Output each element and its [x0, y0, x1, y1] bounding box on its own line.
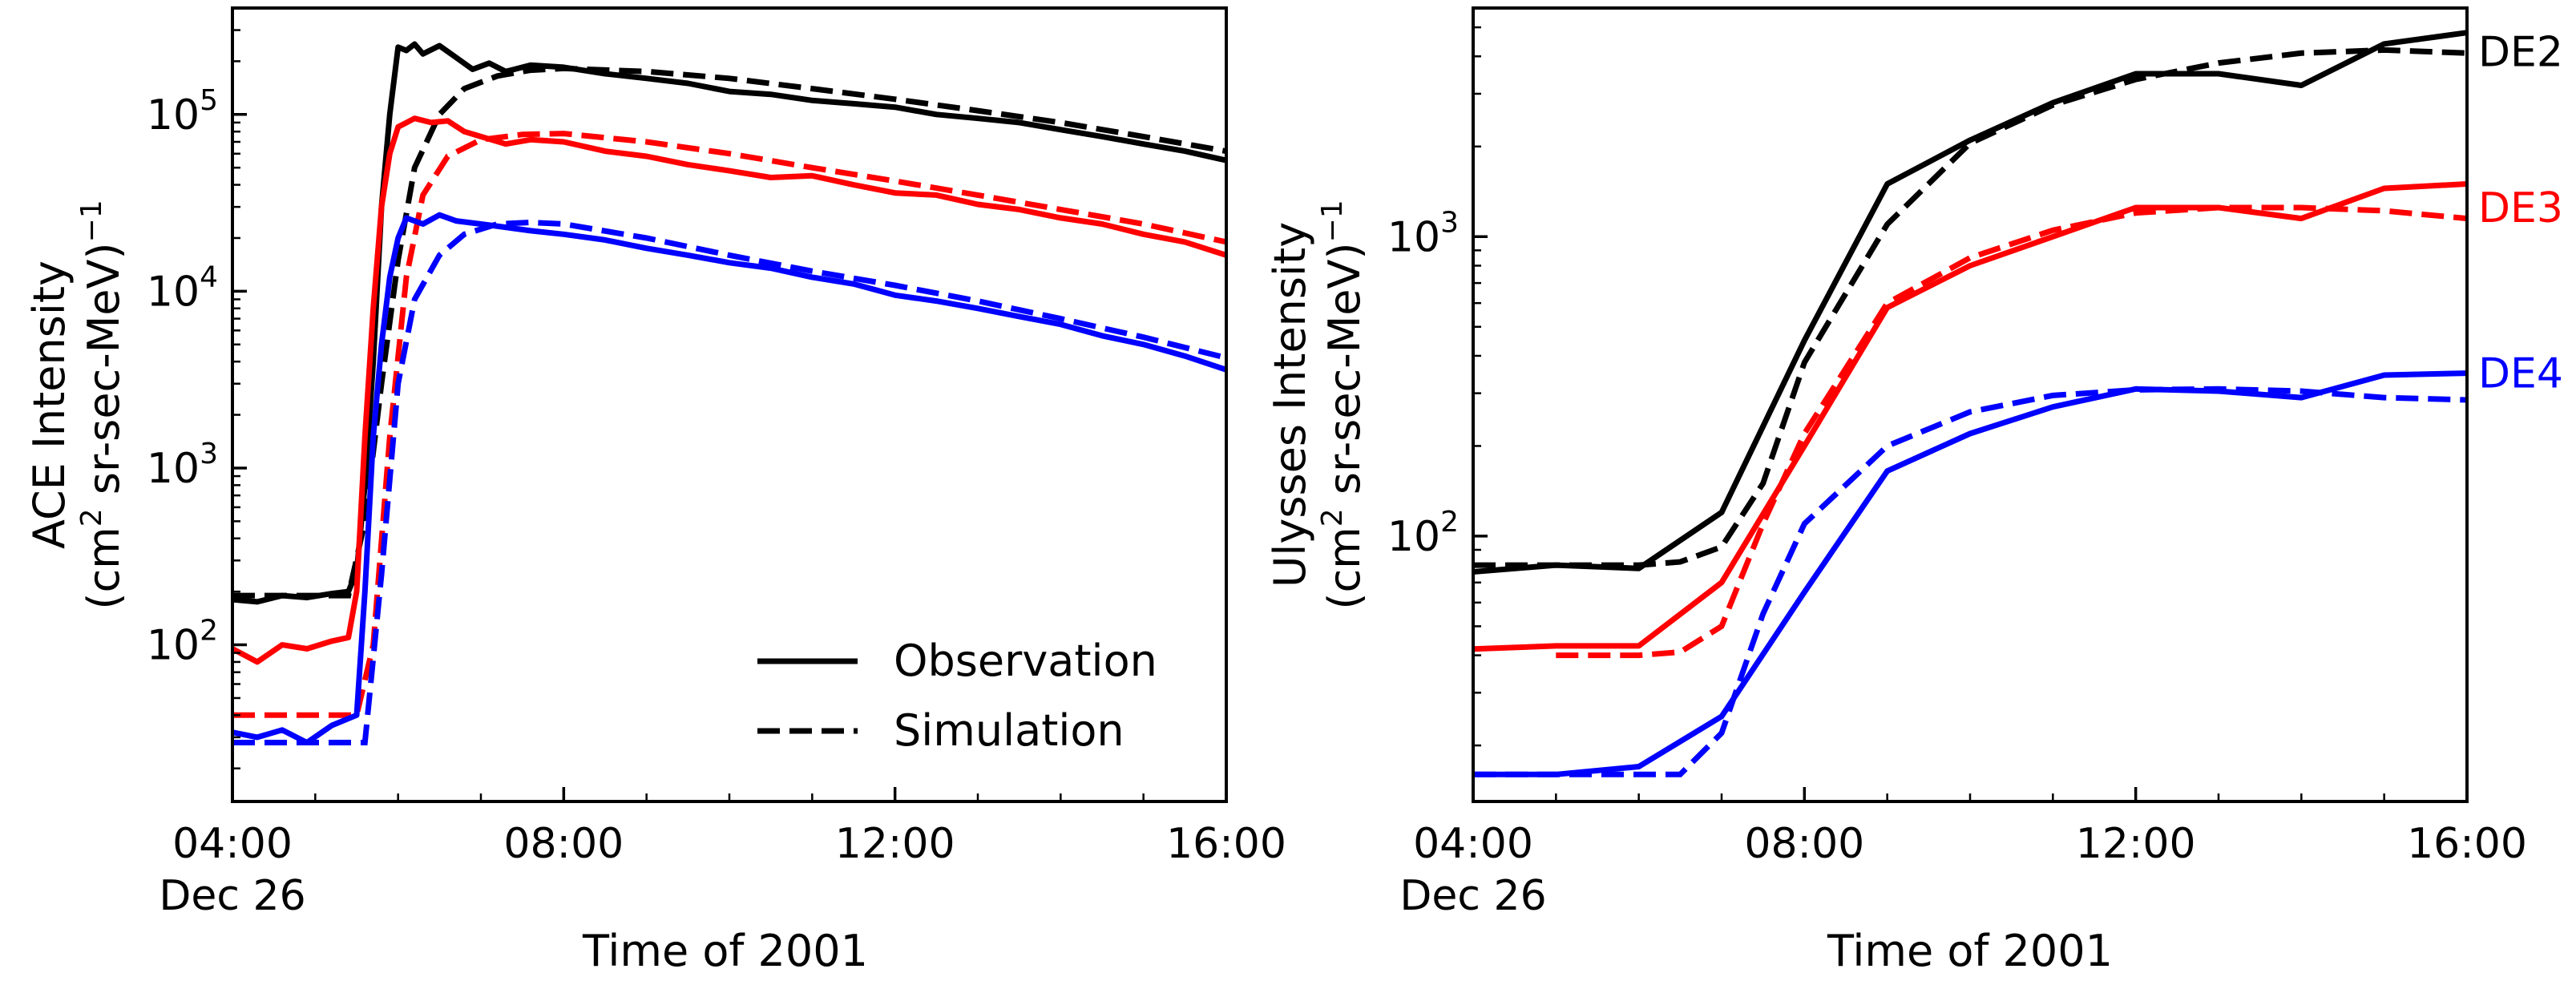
left-x-tick-label: 08:00	[503, 820, 624, 868]
channel-labels: DE2 DE3 DE4	[2478, 28, 2563, 398]
left-y-tick-label: 103	[147, 438, 218, 493]
right-y-axis-label-line1: Ulysses Intensity	[1265, 222, 1315, 587]
left-y-axis-label-line1: ACE Intensity	[24, 260, 75, 549]
right-x-tick-sublabel: Dec 26	[1399, 872, 1546, 920]
right-x-tick-label: 12:00	[2076, 820, 2196, 868]
channel-label-de4: DE4	[2478, 350, 2563, 398]
right-series-de4-simulation	[1473, 386, 2468, 777]
channel-label-de3: DE3	[2478, 184, 2563, 232]
right-series-de3-simulation	[1556, 204, 2468, 659]
left-y-tick-label: 105	[147, 84, 218, 139]
left-series-layer	[231, 41, 1228, 745]
channel-label-de2: DE2	[2478, 28, 2563, 76]
left-x-tick-label: 12:00	[835, 820, 955, 868]
right-x-tick-label: 16:00	[2407, 820, 2527, 868]
left-y-tick-label: 102	[147, 615, 218, 670]
right-y-axis-label-line2: (cm2 sr-sec-MeV)−1	[1316, 200, 1370, 609]
right-series-de2-simulation	[1473, 46, 2468, 568]
right-series-de2-observation	[1472, 30, 2468, 575]
left-series-de3-observation	[231, 115, 1228, 665]
right-series-layer	[1472, 30, 2468, 777]
left-y-tick-label: 104	[147, 260, 218, 316]
right-y-tick-label: 102	[1387, 506, 1459, 561]
right-y-ticks: 102 103	[1387, 26, 1488, 747]
legend-simulation-label: Simulation	[894, 705, 1124, 756]
legend-observation-label: Observation	[894, 636, 1157, 686]
legend: Observation Simulation	[757, 636, 1157, 756]
right-x-tick-label: 08:00	[1744, 820, 1864, 868]
right-series-de4-observation	[1473, 370, 2468, 777]
right-x-tick-label: 04:00	[1413, 820, 1533, 868]
left-x-axis-label: Time of 2001	[582, 926, 868, 976]
left-series-de4-observation	[232, 212, 1228, 745]
right-y-tick-label: 103	[1387, 206, 1459, 261]
right-axes-frame	[1472, 6, 2469, 803]
left-x-tick-label: 16:00	[1166, 820, 1286, 868]
right-x-axis-label: Time of 2001	[1827, 926, 2113, 976]
left-y-ticks: 102 103 104 105	[147, 6, 247, 769]
left-series-de4-simulation	[232, 219, 1227, 745]
right-series-de3-observation	[1472, 181, 2468, 652]
left-x-tick-label: 04:00	[172, 820, 293, 868]
left-x-tick-sublabel: Dec 26	[159, 872, 305, 920]
left-y-axis-label-line2: (cm2 sr-sec-MeV)−1	[75, 200, 129, 609]
